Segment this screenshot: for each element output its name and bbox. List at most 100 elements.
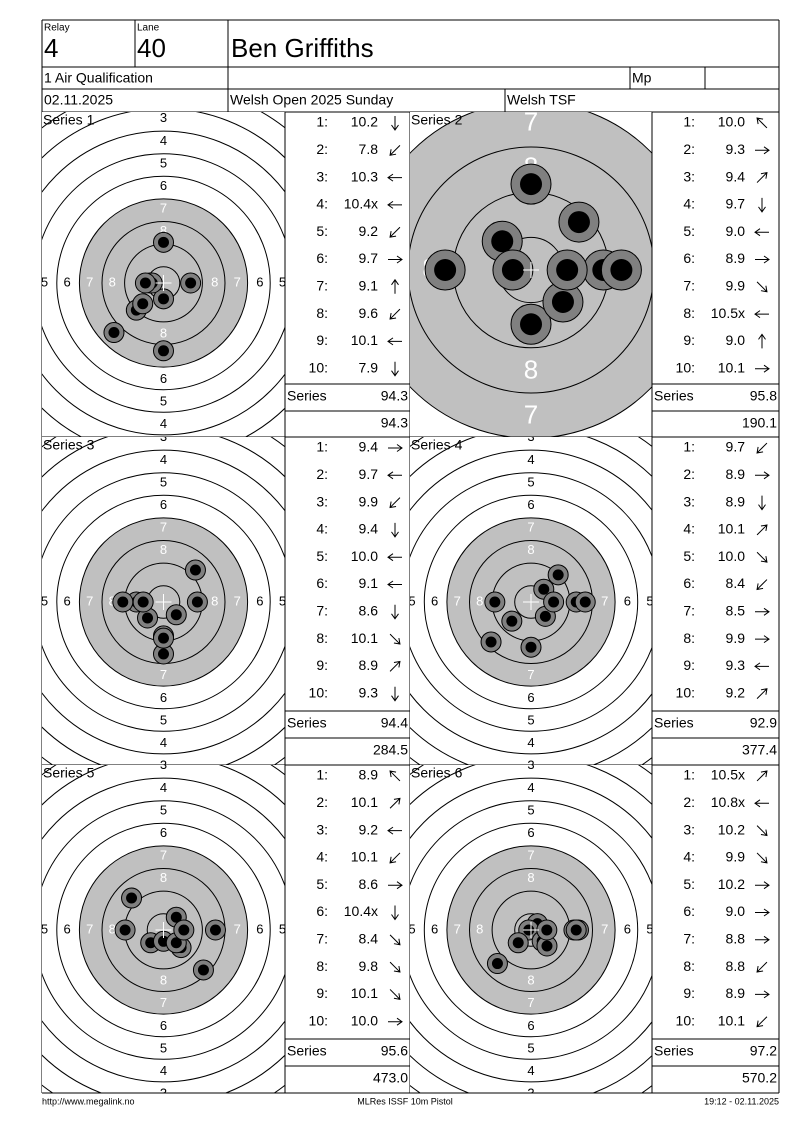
direction-arrow — [756, 579, 768, 591]
series-total: 94.4 — [381, 715, 408, 731]
ring-label: 5 — [279, 274, 286, 289]
ring-label: 5 — [287, 253, 301, 283]
ring-label: 7 — [377, 253, 391, 283]
shot-score: 9.1 — [359, 278, 379, 294]
ring — [423, 822, 639, 1038]
ring-label: 8 — [211, 593, 218, 608]
shot-core — [434, 259, 457, 281]
shot-number: 7: — [683, 278, 695, 294]
event: 1 Air Qualification — [44, 70, 153, 86]
shot-number: 5: — [316, 876, 328, 892]
ring-label: 6 — [160, 371, 167, 386]
shot-score: 9.1 — [359, 575, 379, 591]
direction-arrow — [756, 961, 768, 973]
ring-label: 4 — [386, 593, 393, 608]
ring-label: 8 — [160, 542, 167, 557]
direction-arrow — [754, 799, 769, 808]
direction-arrow — [389, 144, 401, 156]
ring-label: 4 — [527, 735, 534, 750]
shot-score: 10.1 — [718, 521, 745, 537]
shot-number: 1: — [316, 767, 328, 783]
shot-score: 9.0 — [726, 903, 746, 919]
ring-label: 3 — [527, 757, 534, 772]
ring-label: 4 — [527, 452, 534, 467]
shot-core — [158, 632, 169, 644]
shot-score: 10.2 — [351, 114, 378, 130]
direction-arrow — [389, 226, 401, 238]
ring-label: 5 — [279, 921, 286, 936]
shot-core — [197, 964, 209, 976]
ring-label: 7 — [454, 593, 461, 608]
direction-arrow — [756, 688, 768, 700]
ring-label: 6 — [332, 253, 346, 283]
direction-arrow — [755, 881, 770, 890]
direction-arrow — [388, 444, 403, 452]
shot-number: 10: — [309, 1012, 328, 1028]
direction-arrow — [756, 770, 768, 782]
shot-core — [541, 940, 553, 952]
direction-arrow — [388, 881, 403, 890]
shot-score: 9.7 — [359, 466, 379, 482]
direction-arrow — [388, 255, 403, 264]
shot-core — [191, 596, 203, 608]
shot-score: 8.9 — [726, 493, 746, 509]
ring-label: 2 — [527, 1108, 534, 1123]
shot-core — [117, 596, 129, 608]
ring-label: 5 — [646, 593, 653, 608]
shot-core — [556, 259, 579, 281]
shot-core — [209, 924, 221, 936]
ring-label: 7 — [86, 593, 93, 608]
ring-label: 8 — [527, 973, 534, 988]
shot-number: 5: — [683, 223, 695, 239]
shot-score: 9.2 — [726, 684, 746, 700]
ring-label: 3 — [0, 921, 3, 936]
shot-score: 10.1 — [351, 630, 378, 646]
shot-score: 9.3 — [726, 141, 746, 157]
shot-score: 9.2 — [359, 223, 379, 239]
shot-score: 9.9 — [726, 849, 746, 865]
direction-arrow — [389, 308, 401, 320]
shot-core — [189, 564, 201, 576]
ring-label: 6 — [527, 690, 534, 705]
shot-number: 1: — [683, 439, 695, 455]
ring-label: 8 — [211, 274, 218, 289]
shot-number: 7: — [683, 931, 695, 947]
ring — [410, 449, 652, 755]
ring-label: 3 — [0, 274, 3, 289]
shot-number: 6: — [316, 903, 328, 919]
running-total: 190.1 — [742, 415, 777, 431]
shot-number: 8: — [683, 630, 695, 646]
ring-label: 5 — [408, 593, 415, 608]
series-title: Series 2 — [411, 112, 463, 128]
direction-arrow — [755, 255, 770, 264]
shot-core — [158, 345, 169, 357]
ring-label: 6 — [624, 593, 631, 608]
ring-label: 2 — [160, 1108, 167, 1123]
ring-label: 5 — [408, 921, 415, 936]
shot-number: 10: — [309, 359, 328, 375]
running-total: 94.3 — [381, 415, 408, 431]
shot-number: 7: — [316, 931, 328, 947]
shot-number: 5: — [316, 548, 328, 564]
direction-arrow — [391, 686, 399, 702]
shot-core — [126, 892, 138, 904]
lane-label: Lane — [137, 23, 160, 34]
shot-score: 10.1 — [351, 849, 378, 865]
shot-core — [506, 615, 518, 627]
shot-number: 6: — [683, 575, 695, 591]
ring-label: 4 — [160, 780, 167, 795]
ring-label: 7 — [86, 274, 93, 289]
shot-score: 8.4 — [359, 931, 379, 947]
ring-label: 6 — [431, 921, 438, 936]
shot-core — [139, 277, 151, 289]
date: 02.11.2025 — [44, 92, 113, 108]
ring — [56, 175, 271, 391]
shot-score: 9.3 — [726, 657, 746, 673]
center-cross — [155, 275, 172, 291]
shot-core — [570, 924, 582, 936]
shot-score: 9.2 — [359, 821, 379, 837]
shot-number: 3: — [316, 168, 328, 184]
lane: 40 — [137, 33, 166, 63]
shot-number: 7: — [316, 603, 328, 619]
